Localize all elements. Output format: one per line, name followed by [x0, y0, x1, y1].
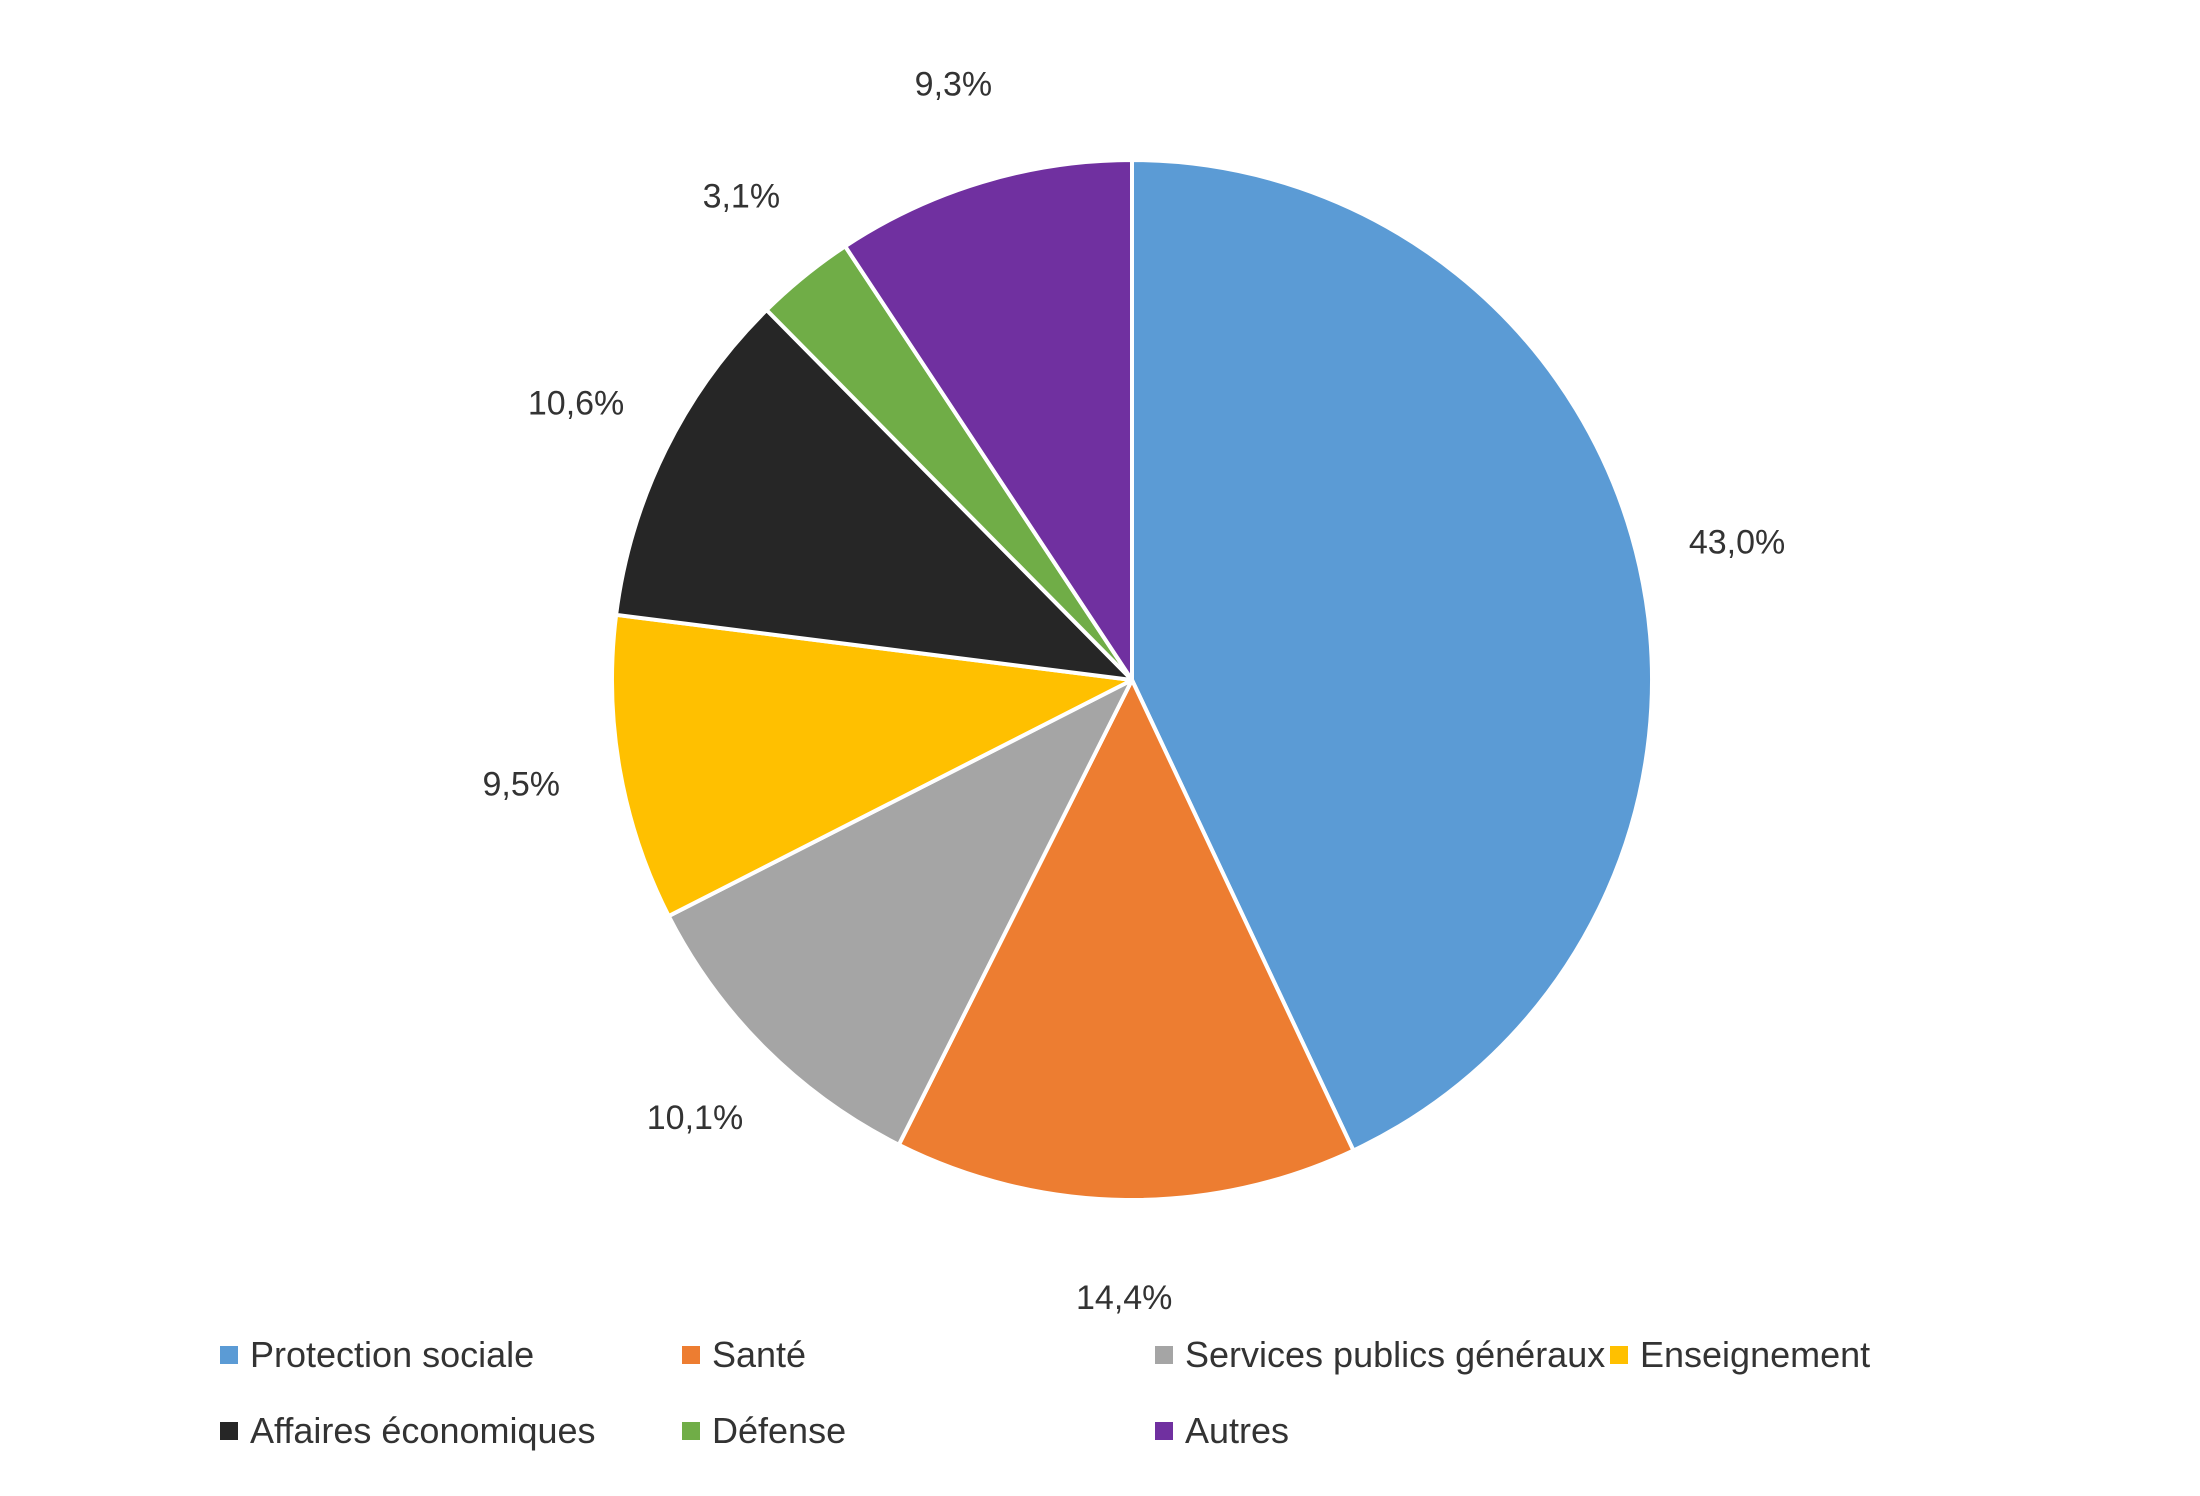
- legend-item-autres: Autres: [1155, 1406, 1289, 1456]
- legend-label: Enseignement: [1640, 1334, 1871, 1375]
- legend-label: Santé: [712, 1334, 807, 1375]
- legend-label: Affaires économiques: [250, 1410, 596, 1451]
- pie-slice-sante: [896, 678, 1356, 1202]
- legend-label: Protection sociale: [250, 1334, 535, 1375]
- data-label-sante: 14,4%: [1076, 1279, 1172, 1317]
- legend-swatch: [1155, 1422, 1173, 1440]
- data-label-autres: 9,3%: [915, 65, 993, 103]
- legend-item-protection-sociale: Protection sociale: [220, 1330, 534, 1380]
- pie-slice-enseignement: [610, 612, 1134, 919]
- legend-item-defense: Défense: [682, 1406, 846, 1456]
- data-label-services-publics-generaux: 10,1%: [647, 1099, 743, 1137]
- pie-data-labels: 43,0% 14,4% 10,1% 9,5% 10,6% 3,1% 9,3%: [482, 65, 1785, 1317]
- data-label-protection-sociale: 43,0%: [1689, 524, 1785, 562]
- chart-legend: Protection sociale Santé Services public…: [220, 1330, 2020, 1490]
- legend-swatch: [220, 1422, 238, 1440]
- data-label-enseignement: 9,5%: [482, 766, 560, 804]
- legend-label: Défense: [712, 1410, 847, 1451]
- legend-label: Autres: [1185, 1410, 1290, 1451]
- legend-swatch: [682, 1346, 700, 1364]
- pie-slices: [610, 158, 1655, 1202]
- pie-slice-protection-sociale: [1130, 158, 1655, 1153]
- legend-item-enseignement: Enseignement: [1610, 1330, 1870, 1380]
- legend-item-affaires-economiques: Affaires économiques: [220, 1406, 596, 1456]
- data-label-affaires-economiques: 10,6%: [528, 384, 624, 422]
- legend-item-services-publics-generaux: Services publics généraux: [1155, 1330, 1605, 1380]
- pie-slice-services-publics-generaux: [666, 678, 1134, 1147]
- legend-swatch: [1155, 1346, 1173, 1364]
- pie-slice-autres: [843, 158, 1134, 682]
- legend-swatch: [220, 1346, 238, 1364]
- data-label-defense: 3,1%: [703, 178, 781, 216]
- legend-swatch: [1610, 1346, 1628, 1364]
- legend-item-sante: Santé: [682, 1330, 806, 1380]
- legend-label: Services publics généraux: [1185, 1334, 1606, 1375]
- pie-slice-affaires-economiques: [614, 308, 1134, 682]
- legend-swatch: [682, 1422, 700, 1440]
